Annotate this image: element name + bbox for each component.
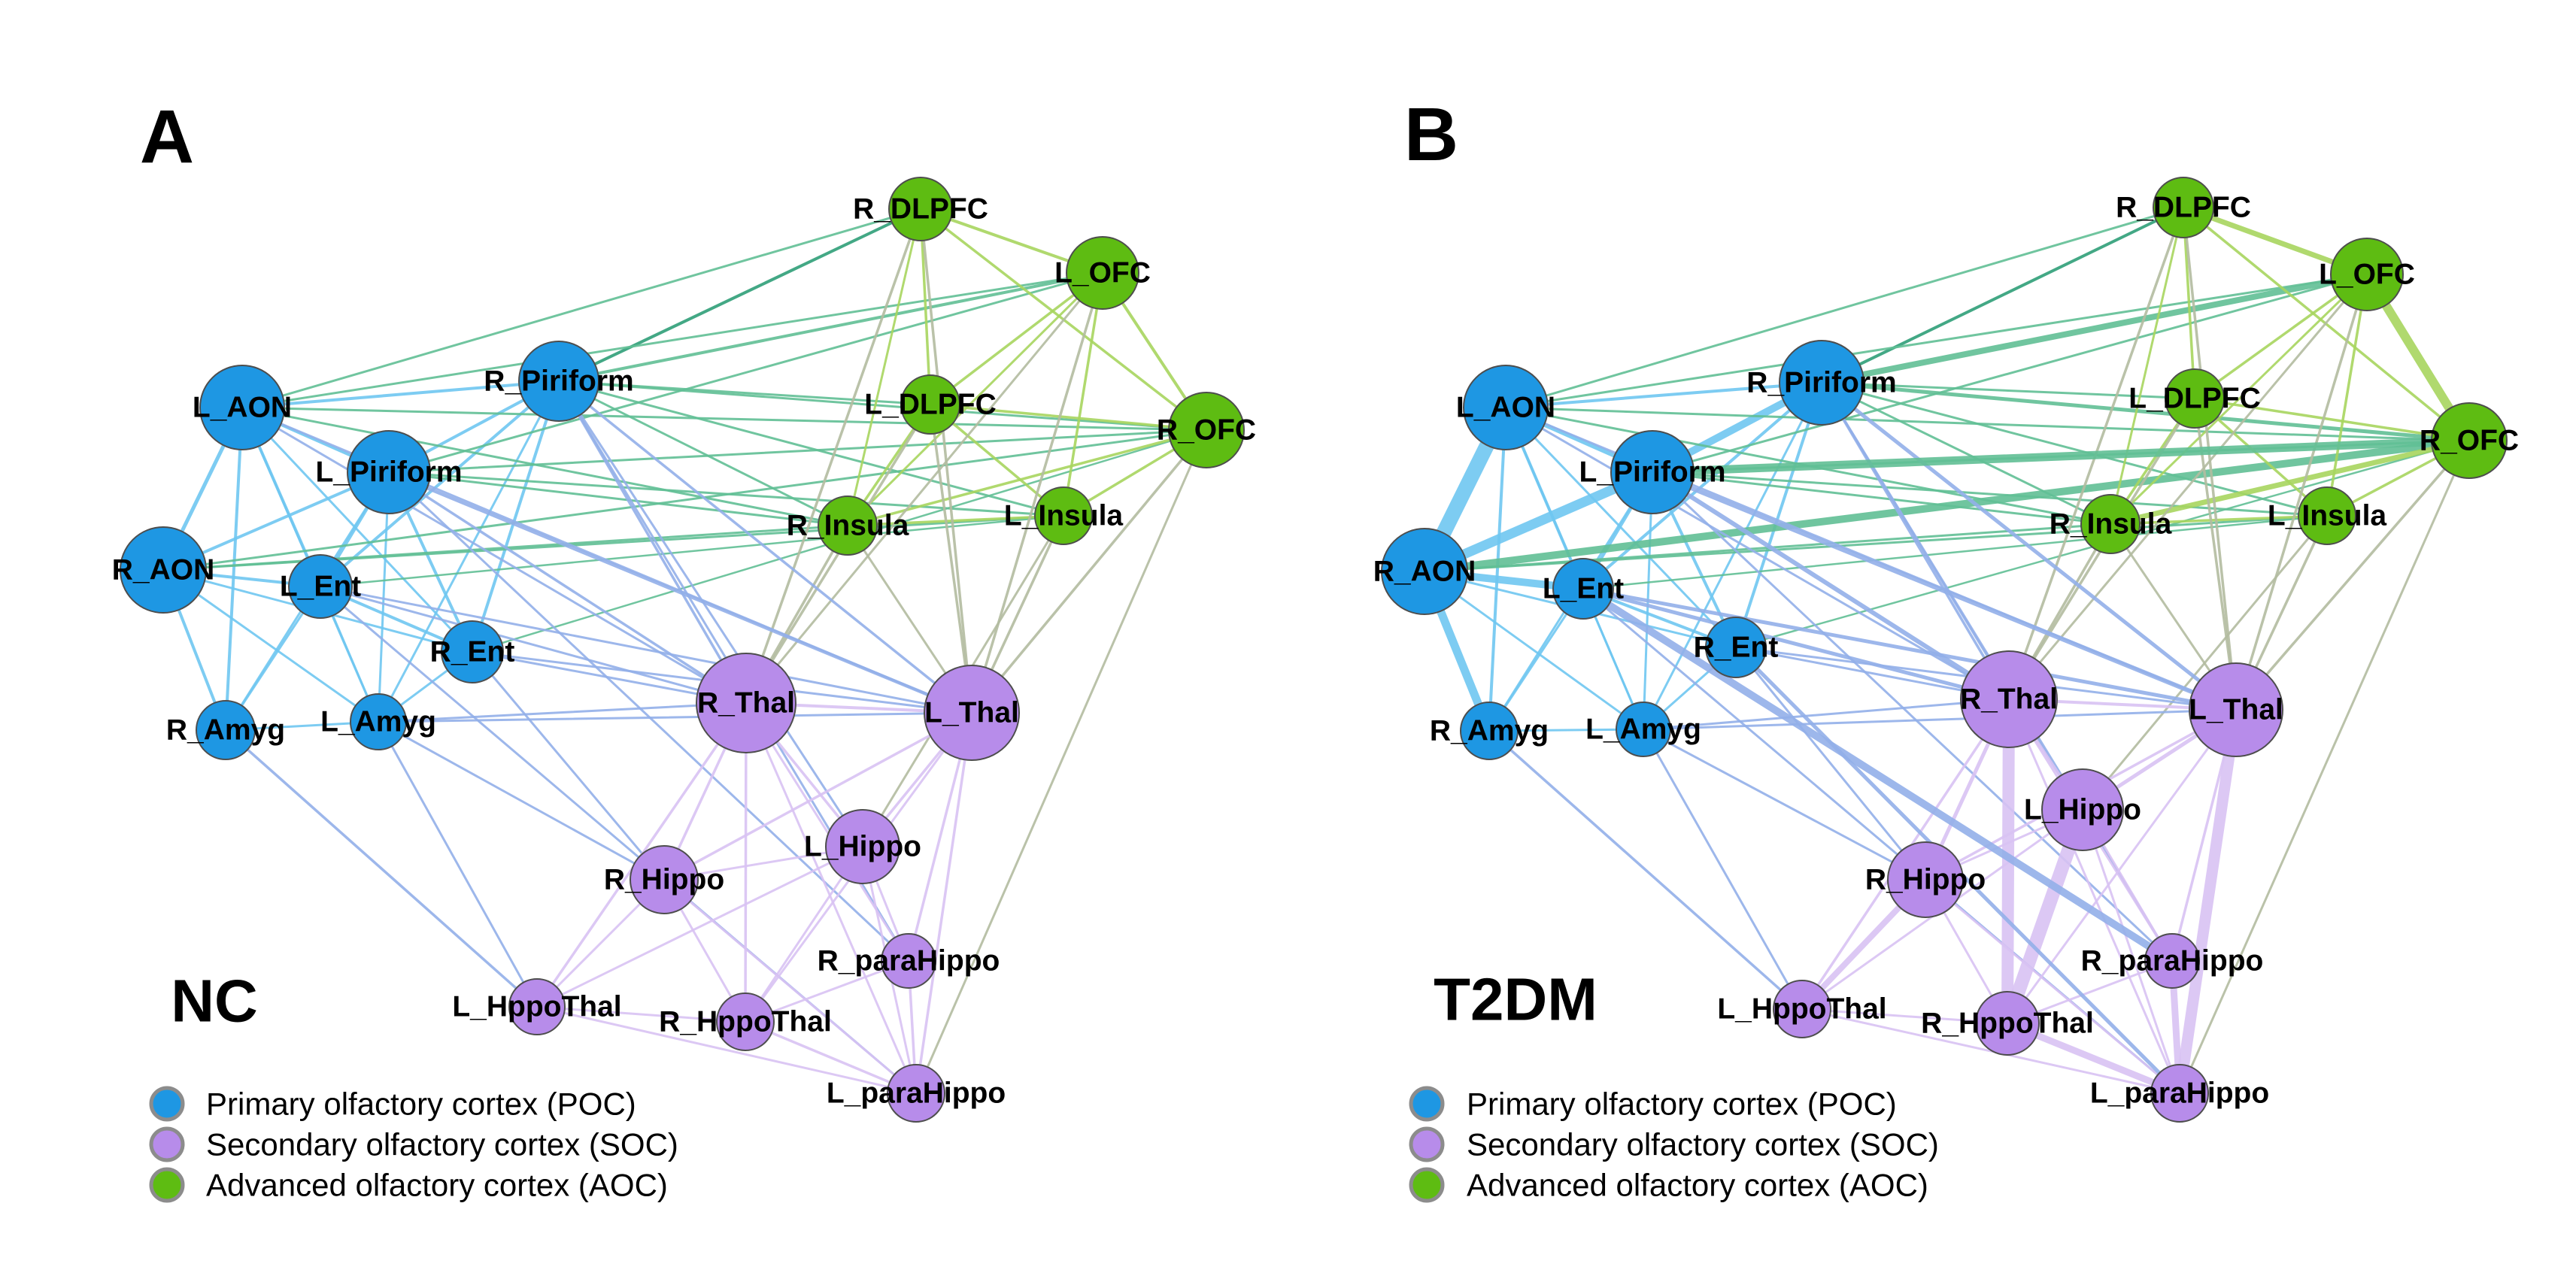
svg-text:L_HppoThal: L_HppoThal [1717, 993, 1886, 1026]
svg-text:L_Ent: L_Ent [1543, 573, 1624, 605]
svg-text:A: A [140, 95, 194, 179]
svg-text:L_Hippo: L_Hippo [2024, 794, 2141, 826]
svg-text:R_Insula: R_Insula [2050, 508, 2172, 541]
svg-text:Primary olfactory cortex (POC): Primary olfactory cortex (POC) [206, 1086, 636, 1122]
svg-text:R_Insula: R_Insula [787, 510, 909, 542]
svg-text:L_AON: L_AON [193, 392, 292, 424]
svg-text:R_Hippo: R_Hippo [1865, 864, 1986, 896]
svg-text:L_Amyg: L_Amyg [1585, 714, 1701, 746]
svg-text:T2DM: T2DM [1434, 966, 1597, 1033]
svg-text:L_Piriform: L_Piriform [1579, 456, 1725, 489]
svg-text:L_Thal: L_Thal [924, 697, 1019, 729]
svg-text:L_Hippo: L_Hippo [804, 831, 921, 863]
svg-text:Advanced olfactory cortex (AOC: Advanced olfactory cortex (AOC) [206, 1168, 668, 1203]
svg-text:R_Amyg: R_Amyg [166, 714, 285, 747]
svg-text:R_Ent: R_Ent [430, 636, 515, 668]
svg-text:R_DLPFC: R_DLPFC [853, 193, 988, 226]
svg-text:R_AON: R_AON [112, 554, 215, 586]
svg-text:L_Piriform: L_Piriform [315, 456, 462, 489]
svg-text:R_paraHippo: R_paraHippo [2081, 945, 2264, 977]
svg-text:R_Thal: R_Thal [1960, 683, 2058, 716]
svg-text:Secondary olfactory cortex (SO: Secondary olfactory cortex (SOC) [206, 1127, 678, 1162]
svg-text:L_Amyg: L_Amyg [320, 706, 436, 738]
svg-text:R_Piriform: R_Piriform [1746, 367, 1896, 399]
svg-text:L_OFC: L_OFC [1054, 257, 1151, 289]
svg-text:B: B [1404, 92, 1458, 177]
svg-text:Secondary olfactory cortex (SO: Secondary olfactory cortex (SOC) [1467, 1127, 1939, 1162]
svg-text:R_paraHippo: R_paraHippo [818, 945, 1000, 977]
svg-text:L_HppoThal: L_HppoThal [452, 991, 621, 1023]
svg-text:L_paraHippo: L_paraHippo [2090, 1077, 2269, 1110]
svg-text:R_OFC: R_OFC [1157, 414, 1256, 447]
svg-text:R_Hippo: R_Hippo [604, 864, 724, 896]
svg-text:NC: NC [171, 968, 258, 1035]
svg-text:L_DLPFC: L_DLPFC [2128, 383, 2261, 415]
svg-text:R_Thal: R_Thal [697, 687, 795, 720]
svg-text:R_Amyg: R_Amyg [1430, 715, 1549, 747]
svg-text:Primary olfactory cortex (POC): Primary olfactory cortex (POC) [1467, 1086, 1897, 1122]
svg-text:L_Thal: L_Thal [2189, 694, 2283, 726]
svg-text:R_DLPFC: R_DLPFC [2116, 192, 2251, 224]
svg-text:R_HppoThal: R_HppoThal [1921, 1008, 2094, 1040]
svg-text:R_AON: R_AON [1373, 556, 1476, 588]
svg-text:R_OFC: R_OFC [2420, 425, 2519, 457]
svg-text:L_paraHippo: L_paraHippo [827, 1077, 1006, 1110]
svg-text:L_Insula: L_Insula [1004, 500, 1124, 532]
svg-text:L_Insula: L_Insula [2268, 500, 2387, 532]
svg-text:L_DLPFC: L_DLPFC [864, 389, 997, 421]
svg-text:L_Ent: L_Ent [280, 571, 361, 603]
svg-text:L_OFC: L_OFC [2319, 259, 2415, 291]
svg-text:Advanced olfactory cortex (AOC: Advanced olfactory cortex (AOC) [1467, 1168, 1928, 1203]
svg-text:R_Ent: R_Ent [1694, 632, 1779, 664]
svg-text:L_AON: L_AON [1456, 392, 1555, 424]
svg-text:R_HppoThal: R_HppoThal [659, 1006, 832, 1038]
svg-text:R_Piriform: R_Piriform [484, 365, 633, 398]
